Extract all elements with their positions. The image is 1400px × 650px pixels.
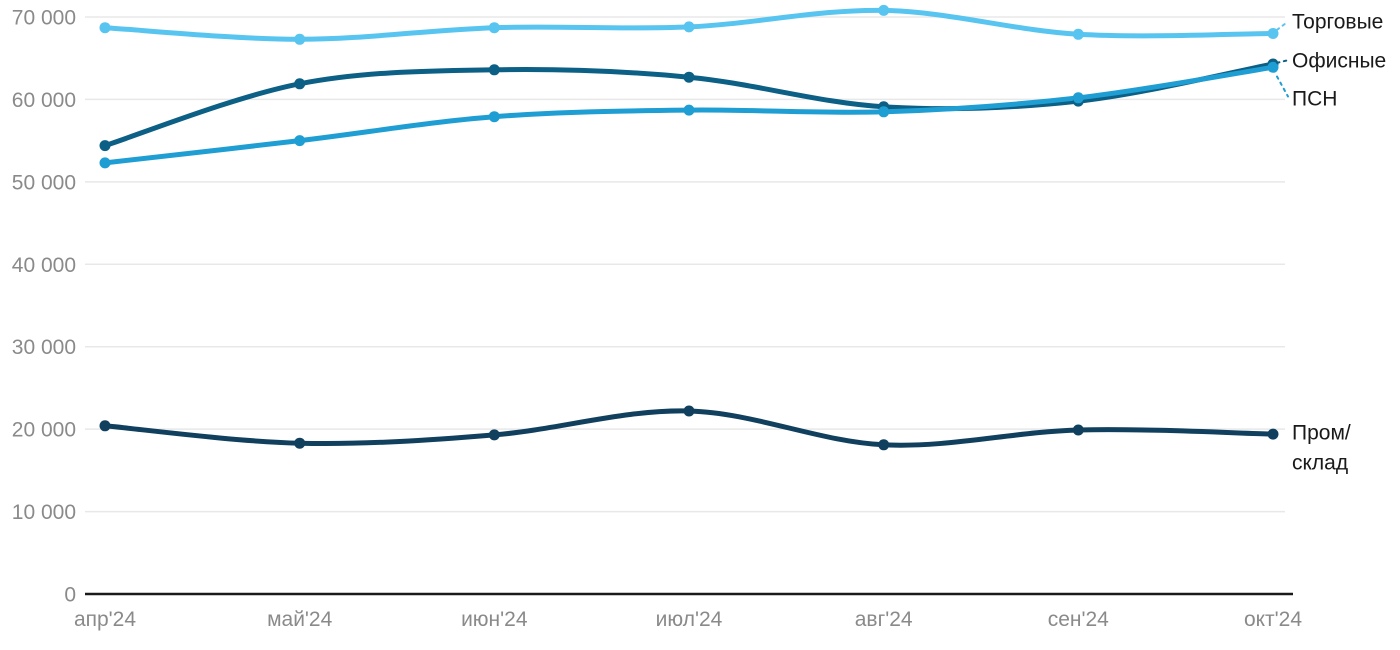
series-point-3 (1267, 428, 1279, 440)
series-point-1 (683, 71, 695, 83)
series-point-0 (683, 21, 695, 33)
y-tick-label: 70 000 (12, 7, 76, 30)
series-point-2 (294, 135, 306, 147)
series-point-2 (1072, 92, 1084, 104)
series-point-3 (1072, 424, 1084, 436)
series-point-3 (99, 420, 111, 432)
series-point-2 (1267, 61, 1279, 73)
series-point-0 (878, 4, 890, 16)
x-tick-label: авг'24 (855, 608, 913, 631)
series-point-3 (683, 405, 695, 417)
series-point-0 (294, 33, 306, 45)
x-tick-label: июл'24 (656, 608, 723, 631)
series-point-2 (878, 106, 890, 118)
series-label-1: Офисные (1292, 50, 1386, 73)
series-label-3: склад (1292, 452, 1348, 475)
series-point-3 (878, 439, 890, 451)
leader-line-2 (1276, 75, 1289, 98)
series-point-0 (488, 22, 500, 34)
x-tick-label: апр'24 (74, 608, 136, 631)
series-point-1 (99, 140, 111, 152)
series-point-2 (99, 157, 111, 169)
series-point-2 (683, 104, 695, 116)
series-point-0 (1267, 28, 1279, 39)
y-tick-label: 60 000 (12, 89, 76, 112)
series-point-2 (488, 111, 500, 123)
y-tick-label: 20 000 (12, 419, 76, 442)
series-point-3 (294, 437, 306, 449)
series-point-0 (99, 22, 111, 34)
x-tick-label: июн'24 (461, 608, 528, 631)
series-point-1 (294, 78, 306, 90)
x-tick-label: окт'24 (1244, 608, 1302, 631)
x-tick-label: май'24 (267, 608, 333, 631)
y-tick-label: 30 000 (12, 336, 76, 359)
series-label-2: ПСН (1292, 88, 1337, 111)
series-point-3 (488, 429, 500, 441)
leader-line-0 (1276, 20, 1289, 31)
series-point-0 (1072, 28, 1084, 40)
y-tick-label: 50 000 (12, 171, 76, 194)
leader-line-1 (1276, 59, 1289, 64)
series-point-1 (488, 64, 500, 76)
y-tick-label: 0 (64, 584, 76, 607)
series-label-3: Пром/ (1292, 422, 1351, 445)
series-label-0: Торговые (1292, 11, 1383, 34)
y-tick-label: 40 000 (12, 254, 76, 277)
y-tick-label: 10 000 (12, 501, 76, 524)
x-tick-label: сен'24 (1048, 608, 1109, 631)
